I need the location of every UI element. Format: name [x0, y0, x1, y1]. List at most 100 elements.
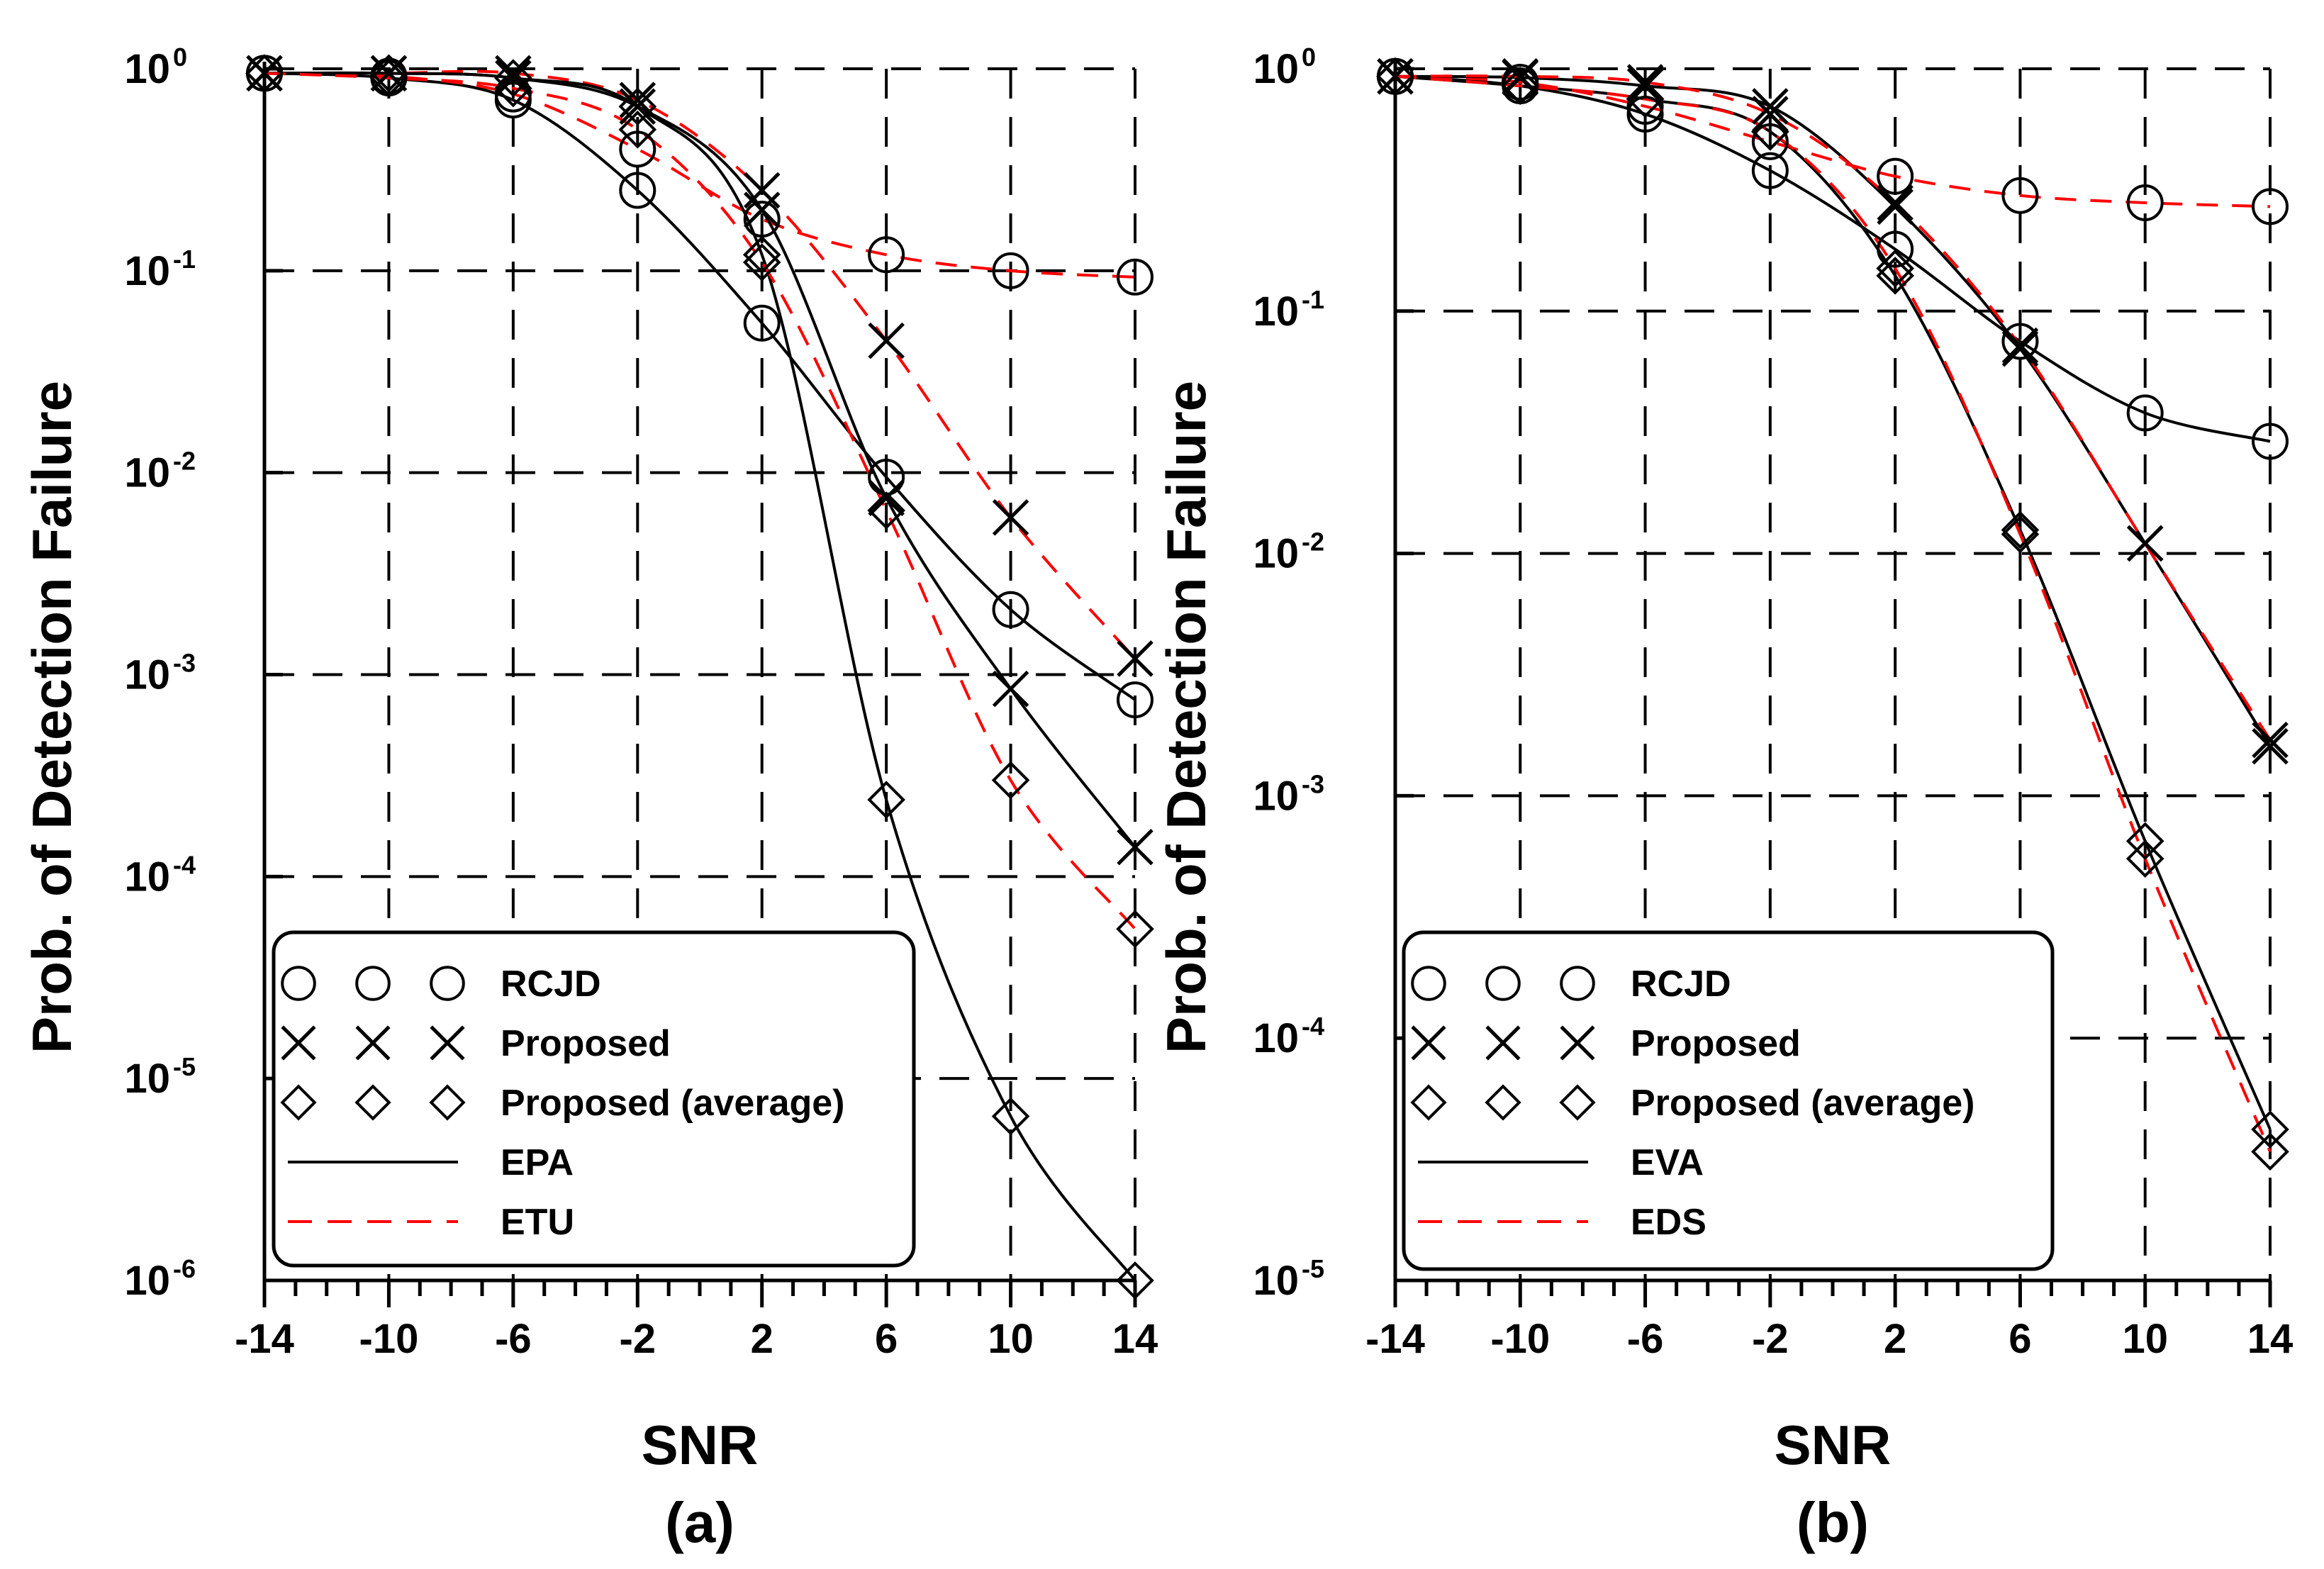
y-tick-label-exponent: -4 — [173, 850, 196, 879]
x-marker — [1485, 1025, 1521, 1061]
circle-marker — [992, 252, 1029, 289]
x-marker — [495, 60, 532, 96]
x-marker — [2252, 721, 2289, 759]
x-marker — [281, 1025, 316, 1061]
x-marker — [992, 499, 1029, 536]
series-group — [245, 54, 1154, 1300]
x-marker — [1626, 67, 1664, 104]
x-marker — [1752, 88, 1789, 125]
x-marker — [1877, 188, 1914, 225]
diamond-marker — [429, 1084, 466, 1121]
series-line — [1395, 74, 2271, 443]
x-axis-title: SNR — [1775, 1414, 1892, 1476]
legend-label: Proposed — [501, 1023, 671, 1064]
circle-marker — [1117, 681, 1153, 719]
axes — [1393, 62, 2272, 1307]
y-tick-label-base: 10 — [124, 854, 170, 900]
x-tick-label: 10 — [988, 1316, 1034, 1362]
series-line — [264, 72, 1136, 930]
legend-label: EVA — [1631, 1142, 1704, 1183]
y-tick-label-exponent: -5 — [1302, 1254, 1324, 1283]
circle-marker — [1626, 95, 1664, 133]
x-marker — [1377, 58, 1414, 95]
y-tick-label-exponent: -2 — [1302, 527, 1324, 557]
diamond-marker — [1116, 910, 1154, 949]
x-marker — [992, 670, 1029, 708]
y-tick-label-exponent: -5 — [173, 1052, 196, 1081]
diamond-marker — [369, 54, 408, 93]
diamond-marker — [1410, 1084, 1447, 1121]
legend-box — [1402, 930, 2055, 1271]
x-marker — [619, 88, 657, 125]
x-tick-label: 14 — [1112, 1316, 1158, 1362]
diamond-marker — [1376, 57, 1414, 96]
diamond-marker — [1751, 112, 1789, 151]
y-tick-label-exponent: -3 — [173, 649, 196, 678]
circle-marker — [1877, 230, 1914, 268]
circle-marker — [2252, 423, 2289, 460]
diamond-marker — [1626, 79, 1665, 118]
circle-marker — [1877, 157, 1914, 195]
diamond-marker — [494, 59, 532, 97]
axes — [262, 62, 1137, 1307]
legend-label: RCJD — [1631, 964, 1731, 1005]
panel-caption: (b) — [1797, 1491, 1869, 1554]
circle-marker — [619, 172, 657, 209]
x-tick-label: -2 — [1752, 1316, 1789, 1362]
x-tick-label: -10 — [1490, 1316, 1550, 1362]
diamond-marker — [494, 69, 532, 108]
series-line — [264, 72, 1136, 279]
circle-marker — [743, 304, 781, 342]
circle-marker — [1751, 152, 1789, 189]
panel-caption: (a) — [665, 1491, 734, 1554]
x-tick-label: -6 — [495, 1316, 532, 1362]
diamond-marker — [991, 761, 1030, 800]
x-tick-label: 2 — [1884, 1316, 1906, 1362]
diamond-marker — [1116, 1261, 1154, 1300]
y-tick-label-base: 10 — [124, 1056, 170, 1102]
diamond-marker — [1876, 257, 1914, 295]
circle-marker — [1411, 966, 1446, 1001]
diamond-marker — [2001, 510, 2040, 549]
series-group — [1376, 57, 2289, 1171]
circle-marker — [868, 236, 905, 274]
series-line — [264, 71, 1136, 1282]
circle-marker — [281, 966, 316, 1001]
y-tick-label-exponent: 0 — [1302, 43, 1316, 72]
y-tick-label-base: 10 — [124, 450, 170, 496]
y-tick-label-base: 10 — [124, 652, 170, 698]
circle-marker — [2126, 394, 2164, 432]
circle-marker — [2252, 188, 2289, 225]
diamond-marker — [742, 235, 781, 274]
circle-marker — [619, 130, 657, 168]
x-tick-label: -6 — [1627, 1316, 1664, 1362]
series-line — [264, 69, 1136, 660]
x-marker — [1411, 1025, 1446, 1061]
x-tick-label: 6 — [875, 1316, 898, 1362]
x-marker — [1877, 184, 1914, 221]
diamond-marker — [280, 1084, 317, 1121]
y-tick-label-base: 10 — [1253, 289, 1299, 335]
circle-marker — [2001, 323, 2039, 360]
y-tick-label-base: 10 — [124, 248, 170, 294]
x-marker — [868, 479, 905, 517]
y-tick-label-exponent: 0 — [173, 43, 187, 72]
circle-marker — [355, 966, 391, 1001]
y-tick-label-base: 10 — [124, 46, 170, 92]
diamond-marker — [354, 1084, 391, 1121]
diamond-marker — [2251, 1110, 2289, 1149]
legend-label: Proposed (average) — [1631, 1083, 1975, 1124]
series-line — [264, 71, 1136, 848]
diamond-marker — [369, 59, 408, 97]
diamond-marker — [2125, 822, 2164, 861]
legend: RCJD Proposed Proposed (average) EVA EDS — [1402, 930, 2055, 1271]
x-marker — [2126, 525, 2164, 562]
x-tick-label: 2 — [751, 1316, 773, 1362]
x-tick-label: 10 — [2122, 1316, 2168, 1362]
circle-marker — [992, 591, 1029, 628]
y-tick-label-exponent: -1 — [1302, 285, 1324, 314]
y-tick-label-base: 10 — [1253, 46, 1299, 92]
y-tick-label-exponent: -4 — [1302, 1012, 1324, 1041]
